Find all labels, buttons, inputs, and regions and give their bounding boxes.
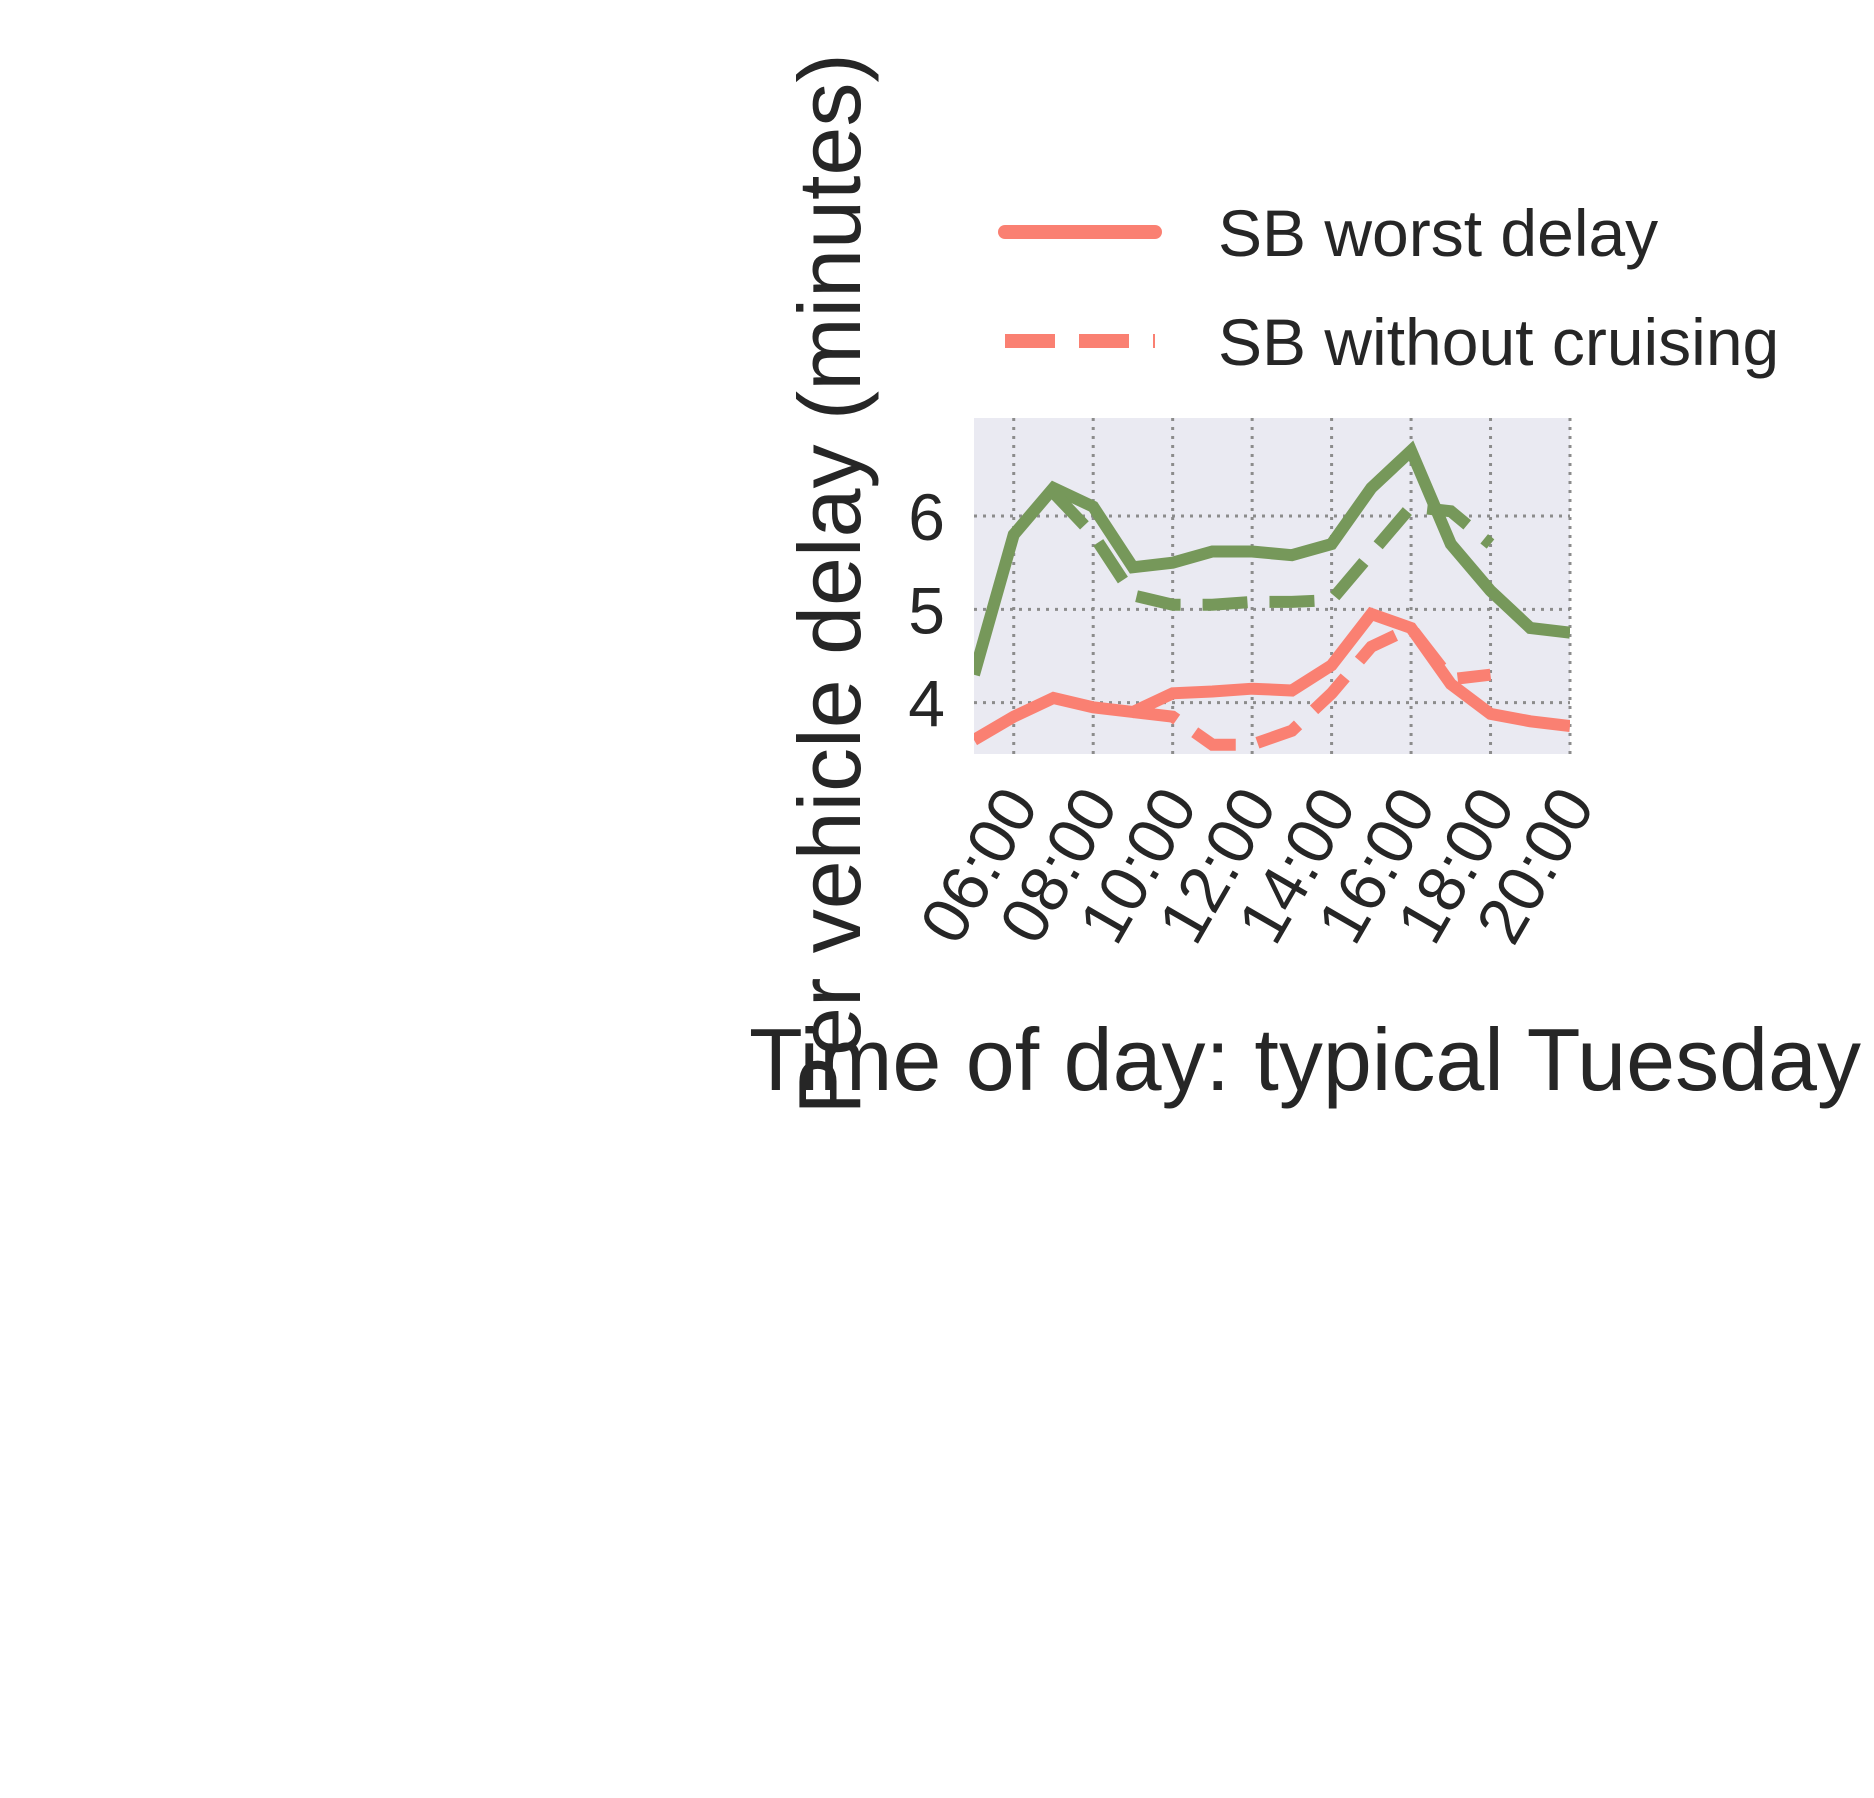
y-tick-label: 4 <box>908 667 945 741</box>
series-line-sb-worst-delay <box>974 606 1570 746</box>
y-tick-label: 5 <box>908 573 945 647</box>
series-line-sb-without-cruising <box>1132 620 1492 751</box>
legend-label-worst-delay: SB worst delay <box>1218 196 1658 270</box>
series-line-green-solid <box>974 440 1570 677</box>
legend: SB worst delay SB without cruising <box>998 196 1779 379</box>
x-axis-label: Time of day: typical Tuesday <box>749 1010 1861 1109</box>
y-tick-labels: 4 5 6 <box>908 480 945 741</box>
series-line-green-dashed <box>1049 488 1495 611</box>
y-axis-label: Per vehicle delay (minutes) <box>780 53 879 1114</box>
y-tick-label: 6 <box>908 480 945 554</box>
legend-label-without-cruising: SB without cruising <box>1218 305 1779 379</box>
series-layer <box>974 440 1570 751</box>
